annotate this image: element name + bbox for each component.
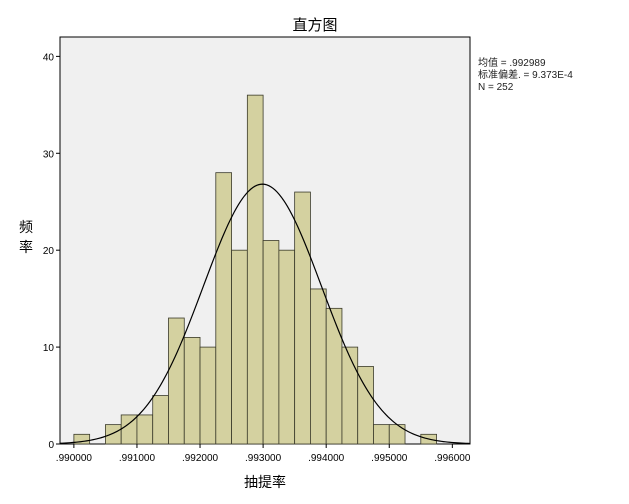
histogram-bar bbox=[183, 336, 201, 445]
histogram-bar bbox=[152, 395, 169, 445]
normal-curve bbox=[59, 183, 471, 445]
histogram-bar bbox=[73, 433, 91, 445]
histogram-bar bbox=[294, 191, 311, 445]
x-tick-label: .996000 bbox=[434, 453, 471, 464]
x-tick-label: .995000 bbox=[371, 453, 408, 464]
x-tick-label: .993000 bbox=[245, 453, 282, 464]
histogram-bar bbox=[168, 317, 185, 445]
y-tick-label: 20 bbox=[43, 246, 55, 257]
stats-mean: 均值 = .992989 bbox=[478, 56, 546, 69]
histogram-bar bbox=[246, 94, 264, 445]
histogram-bar bbox=[325, 307, 343, 445]
histogram-bar bbox=[373, 424, 390, 445]
y-axis: 0 10 20 30 40 bbox=[43, 52, 60, 451]
y-tick-label: 10 bbox=[43, 343, 55, 354]
histogram-bar bbox=[341, 346, 359, 445]
y-tick-label: 0 bbox=[48, 440, 54, 451]
histogram-bar bbox=[231, 249, 248, 445]
histogram-bar bbox=[215, 172, 232, 445]
bars-layer bbox=[73, 94, 437, 445]
histogram-bar bbox=[262, 240, 280, 445]
histogram-bar bbox=[105, 424, 122, 445]
histogram-bar bbox=[310, 288, 327, 445]
histogram-bar bbox=[357, 366, 374, 445]
histogram-bar bbox=[199, 346, 217, 445]
histogram-bar bbox=[388, 424, 406, 445]
stats-n: N = 252 bbox=[478, 82, 514, 93]
y-tick-label: 40 bbox=[43, 52, 55, 63]
y-tick-label: 30 bbox=[43, 149, 55, 160]
histogram-bar bbox=[278, 249, 296, 445]
chart-title: 直方图 bbox=[292, 16, 337, 34]
stats-std: 标准偏差. = 9.373E-4 bbox=[478, 68, 573, 81]
x-tick-label: .990000 bbox=[56, 453, 93, 464]
histogram-bar bbox=[136, 414, 154, 445]
x-axis-title: 抽提率 bbox=[244, 474, 286, 491]
y-axis-title-char-1: 频 bbox=[19, 220, 33, 236]
x-tick-label: .994000 bbox=[308, 453, 345, 464]
x-axis: .990000 .991000 .992000 .993000 .994000 .9950… bbox=[56, 444, 471, 464]
x-tick-label: .992000 bbox=[182, 453, 219, 464]
y-axis-title-char-2: 率 bbox=[19, 239, 33, 256]
x-tick-label: .991000 bbox=[119, 453, 156, 464]
